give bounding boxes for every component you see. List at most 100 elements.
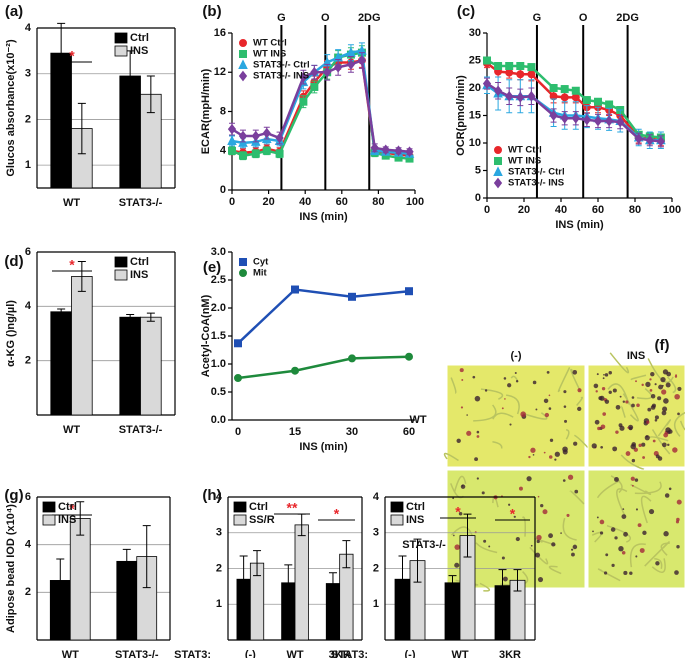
y-tick-label: 1 <box>25 159 31 171</box>
stain-dot <box>605 553 609 557</box>
x-tick-label: 20 <box>262 196 274 208</box>
bar <box>140 316 162 416</box>
row-label: STAT3-/- <box>402 539 446 551</box>
panel-label: (g) <box>4 487 23 504</box>
stain-dot <box>532 380 537 385</box>
legend-swatch <box>390 501 404 513</box>
significance-mark: * <box>334 506 340 522</box>
stain-dot <box>600 445 604 449</box>
stain-dot <box>658 384 663 390</box>
column-label: INS <box>627 350 645 362</box>
stain-dot <box>625 451 631 456</box>
x-tick-label: WT <box>451 649 468 658</box>
cell-outline <box>492 440 503 449</box>
stain-dot <box>629 571 633 575</box>
legend-swatch <box>114 45 128 57</box>
stain-dot <box>639 548 645 554</box>
cell-outline <box>529 546 549 565</box>
stain-dot <box>503 377 507 380</box>
stain-dot <box>597 426 601 431</box>
stain-dot <box>604 399 610 404</box>
data-point <box>405 287 413 296</box>
stain-dot <box>623 531 628 537</box>
stain-dot <box>509 423 512 426</box>
stain-dot <box>615 404 621 410</box>
y-tick-label: 2 <box>373 562 379 574</box>
cell-outline <box>606 524 631 543</box>
data-point <box>571 86 580 95</box>
stain-dot <box>618 546 624 552</box>
data-point <box>634 133 643 144</box>
cell-outline <box>565 429 570 440</box>
stain-dot <box>663 398 669 404</box>
x-tick-label: 15 <box>289 426 301 438</box>
stain-dot <box>621 514 627 520</box>
y-tick-label: 10 <box>469 137 481 149</box>
data-point <box>516 70 525 79</box>
data-point <box>346 59 356 70</box>
cell-outline <box>479 582 491 592</box>
stain-dot <box>596 516 599 519</box>
stain-dot <box>599 531 604 535</box>
y-tick-label: 2 <box>216 562 222 574</box>
error-bar <box>146 312 155 322</box>
data-point <box>227 123 237 135</box>
stain-dot <box>571 552 575 557</box>
data-point <box>251 149 260 158</box>
stain-dot <box>677 412 680 416</box>
legend-marker <box>239 269 247 277</box>
event-label: 2DG <box>358 12 381 24</box>
data-point <box>299 97 308 106</box>
data-point <box>494 62 503 70</box>
error-bar <box>77 102 86 155</box>
legend-label: SS/R <box>249 514 275 526</box>
panel-label: (b) <box>202 3 221 20</box>
y-tick-label: 2 <box>25 113 31 125</box>
stain-dot <box>595 390 598 393</box>
x-prefix: STAT3: <box>174 649 211 658</box>
y-tick-label: 8 <box>220 105 226 117</box>
stain-dot <box>540 503 544 508</box>
data-point <box>616 116 625 128</box>
cell-outline <box>597 568 621 582</box>
y-axis-label: α-KG ()ng/µl) <box>5 300 17 367</box>
stain-dot <box>619 425 625 431</box>
stain-dot <box>530 544 533 547</box>
legend-label: INS <box>58 514 76 526</box>
x-tick-label: 80 <box>372 196 384 208</box>
y-tick-label: 4 <box>25 300 32 312</box>
event-label: G <box>277 12 286 24</box>
stain-dot <box>474 395 481 402</box>
data-point <box>549 110 558 121</box>
stain-dot <box>481 491 485 495</box>
cell-outline <box>450 377 457 394</box>
stain-dot <box>668 429 673 434</box>
y-axis-label: OCR(pmol/min) <box>455 75 467 156</box>
stain-dot <box>608 390 612 394</box>
x-tick-label: WT <box>63 424 80 436</box>
cell-outline <box>576 396 584 406</box>
legend-marker <box>239 39 247 47</box>
data-point <box>275 132 284 144</box>
y-tick-label: 3 <box>373 527 379 539</box>
stain-dot <box>554 451 560 457</box>
data-point <box>405 146 414 158</box>
error-bar <box>57 308 66 315</box>
stain-dot <box>551 542 556 547</box>
data-point <box>381 144 390 156</box>
stain-dot <box>546 370 550 374</box>
y-tick-label: 4 <box>220 145 227 157</box>
stain-dot <box>631 403 635 408</box>
data-point <box>560 93 569 102</box>
event-label: G <box>533 12 542 24</box>
cell-outline <box>522 412 548 420</box>
significance-mark: * <box>69 501 75 517</box>
stain-dot <box>635 380 637 383</box>
x-tick-label: 3KR <box>329 649 351 658</box>
y-tick-label: 6 <box>25 491 31 503</box>
x-tick-label: STAT3-/- <box>119 197 163 209</box>
data-point <box>527 63 536 72</box>
cell-outline <box>648 436 669 442</box>
stain-dot <box>573 441 578 446</box>
